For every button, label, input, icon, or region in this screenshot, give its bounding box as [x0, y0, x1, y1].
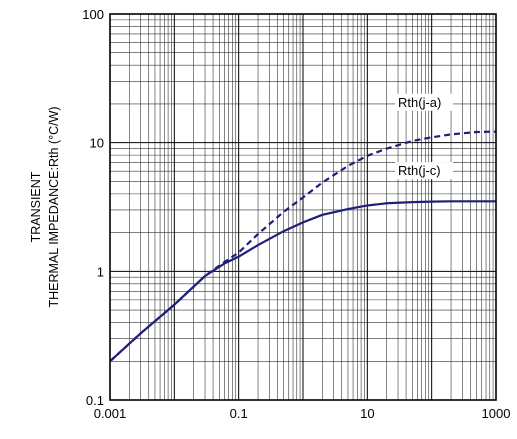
y-axis-title-line1: TRANSIENT — [29, 171, 43, 242]
series-label: Rth(j-a) — [398, 95, 441, 110]
x-tick-label: 0.1 — [230, 406, 248, 421]
series-label-background — [395, 93, 454, 111]
series-label: Rth(j-c) — [398, 163, 441, 178]
y-tick-label: 10 — [90, 136, 104, 151]
y-tick-label: 0.1 — [86, 393, 104, 408]
x-tick-label: 1000 — [482, 406, 511, 421]
series-layer — [109, 130, 497, 363]
plot-frame — [109, 13, 497, 401]
series-label-background — [395, 162, 454, 180]
y-tick-label: 1 — [97, 264, 104, 279]
x-tick-label: 0.001 — [94, 406, 127, 421]
series-labels: Rth(j-a) Rth(j-c) — [395, 93, 454, 180]
y-axis-title-line2: THERMAL IMPEDANCE:Rth (°C/W) — [47, 106, 61, 307]
series-line-rth-j-c — [109, 200, 496, 363]
x-tick-label: 10 — [360, 406, 374, 421]
axis-titles: TRANSIENT THERMAL IMPEDANCE:Rth (°C/W) — [29, 106, 61, 307]
y-tick-label: 100 — [82, 7, 104, 22]
